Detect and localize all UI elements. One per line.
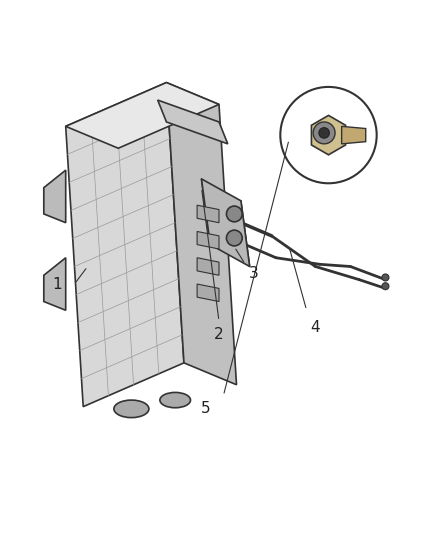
- Ellipse shape: [114, 400, 149, 418]
- Polygon shape: [342, 126, 366, 144]
- Polygon shape: [66, 83, 219, 148]
- Text: 4: 4: [311, 320, 320, 335]
- Polygon shape: [201, 179, 250, 266]
- Polygon shape: [197, 284, 219, 302]
- Text: 5: 5: [201, 401, 211, 416]
- Polygon shape: [44, 170, 66, 223]
- Polygon shape: [197, 205, 219, 223]
- Polygon shape: [66, 83, 184, 407]
- Circle shape: [319, 128, 329, 138]
- Circle shape: [382, 274, 389, 281]
- Circle shape: [226, 206, 242, 222]
- Circle shape: [382, 282, 389, 290]
- Text: 3: 3: [249, 265, 259, 280]
- Polygon shape: [44, 258, 66, 310]
- Circle shape: [226, 230, 242, 246]
- Circle shape: [280, 87, 377, 183]
- Ellipse shape: [160, 392, 191, 408]
- Text: 1: 1: [52, 277, 62, 292]
- Polygon shape: [311, 115, 346, 155]
- Circle shape: [313, 122, 335, 144]
- Polygon shape: [166, 83, 237, 385]
- Polygon shape: [158, 100, 228, 144]
- Text: 2: 2: [214, 327, 224, 342]
- Polygon shape: [197, 231, 219, 249]
- Polygon shape: [197, 258, 219, 275]
